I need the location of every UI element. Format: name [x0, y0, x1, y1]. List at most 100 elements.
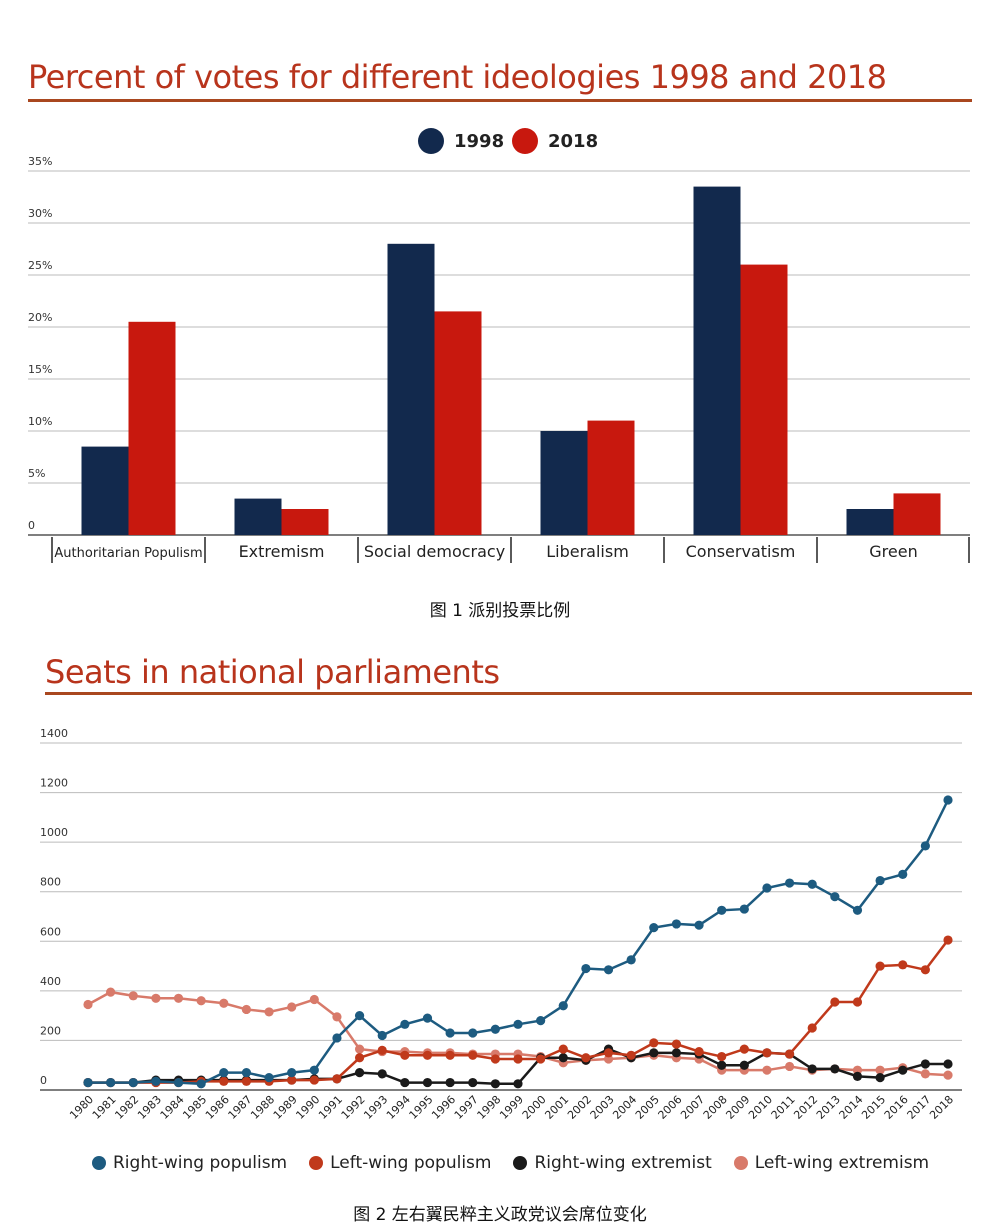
x-tick-label: 2004 [610, 1093, 639, 1122]
legend-label-left-wing-populism: Left-wing populism [330, 1153, 492, 1173]
x-tick-label: Social democracy [364, 542, 505, 561]
data-point [445, 1028, 455, 1038]
data-point [920, 965, 930, 975]
data-point [694, 1046, 704, 1057]
data-point [807, 879, 817, 889]
x-tick-label: Authoritarian Populism [54, 546, 202, 561]
bar [434, 311, 482, 535]
x-tick-label: 2002 [565, 1093, 594, 1122]
data-point [354, 1011, 365, 1021]
x-tick-label: 1989 [271, 1093, 300, 1122]
x-tick-label: 2003 [588, 1093, 617, 1122]
legend-label-1998: 1998 [454, 130, 505, 152]
data-point [830, 997, 840, 1007]
data-point [422, 1013, 433, 1023]
y-tick-label: 1000 [40, 826, 68, 839]
legend-swatch-left-wing-populism [309, 1156, 324, 1170]
data-point [468, 1028, 478, 1038]
x-tick-label: 2012 [791, 1093, 820, 1122]
data-point [173, 1077, 184, 1088]
x-tick-label: 1997 [452, 1093, 481, 1122]
x-tick-label: 2006 [656, 1093, 685, 1122]
data-point [626, 955, 636, 965]
data-point [717, 1060, 727, 1070]
data-point [558, 1044, 568, 1054]
data-point [445, 1050, 455, 1060]
data-point [422, 1050, 433, 1060]
data-point [241, 1068, 252, 1078]
data-point [264, 1073, 274, 1083]
y-tick-label: 600 [40, 925, 61, 938]
data-point [400, 1077, 410, 1088]
data-point [309, 994, 319, 1005]
x-tick-label: 2011 [769, 1093, 798, 1122]
data-point [377, 1030, 387, 1041]
data-point [762, 883, 772, 893]
x-tick-label: 2009 [723, 1093, 752, 1122]
data-point [287, 1002, 297, 1012]
data-point [309, 1075, 319, 1085]
bar [587, 420, 635, 535]
data-point [354, 1044, 365, 1054]
x-tick-label: 1981 [90, 1093, 119, 1122]
data-point [807, 1064, 817, 1074]
y-tick-label: 30% [28, 207, 52, 220]
data-point [151, 1076, 161, 1086]
data-point [422, 1077, 433, 1088]
x-tick-label: Liberalism [546, 542, 629, 561]
data-point [287, 1068, 297, 1078]
y-tick-label: 10% [28, 415, 52, 428]
data-point [671, 1039, 682, 1049]
data-point [241, 1004, 252, 1015]
data-point [287, 1075, 297, 1085]
data-point [852, 997, 863, 1007]
data-point [332, 1033, 342, 1043]
bar [740, 264, 788, 535]
x-tick-label: 1985 [180, 1093, 209, 1122]
y-tick-label: 1400 [40, 727, 68, 740]
chart1-legend-2018: 2018 [512, 128, 598, 154]
data-point [513, 1079, 523, 1089]
bar [234, 498, 282, 535]
data-point [671, 919, 682, 929]
x-tick-label: 1992 [339, 1093, 368, 1122]
y-tick-label: 25% [28, 259, 52, 272]
x-tick-label: 1994 [384, 1093, 413, 1122]
data-point [332, 1012, 342, 1022]
x-tick-label: 2015 [859, 1093, 888, 1122]
legend-swatch-right-wing-extremist [513, 1156, 528, 1170]
data-point [128, 1077, 138, 1088]
data-point [920, 1059, 930, 1069]
data-point [717, 1051, 727, 1062]
data-point [241, 1076, 252, 1086]
data-point [219, 998, 229, 1008]
data-point [898, 960, 908, 970]
x-tick-label: 1990 [293, 1093, 322, 1122]
data-point [671, 1048, 682, 1058]
data-point [694, 920, 704, 930]
data-point [898, 869, 908, 879]
x-tick-label: 1983 [135, 1093, 164, 1122]
data-point [83, 1077, 93, 1088]
data-point [920, 1069, 930, 1079]
data-point [219, 1068, 229, 1078]
data-point [717, 905, 727, 915]
legend-swatch-left-wing-extremism [733, 1156, 748, 1170]
chart2-legend: Right-wing populism Left-wing populism R… [92, 1153, 929, 1173]
data-point [513, 1019, 523, 1029]
data-point [513, 1054, 523, 1064]
legend-label-left-wing-extremism: Left-wing extremism [754, 1153, 930, 1173]
x-tick-label: 2018 [927, 1093, 956, 1122]
data-point [943, 1059, 953, 1069]
data-point [830, 1064, 840, 1074]
x-tick-label: 1986 [203, 1093, 232, 1122]
data-point [807, 1023, 817, 1033]
legend-swatch-right-wing-populism [92, 1156, 106, 1170]
legend-label-right-wing-populism: Right-wing populism [113, 1153, 288, 1173]
data-point [762, 1048, 772, 1058]
data-point [490, 1024, 500, 1034]
x-tick-label: 1993 [361, 1093, 390, 1122]
data-point [581, 963, 591, 974]
x-tick-label: Conservatism [686, 542, 796, 561]
